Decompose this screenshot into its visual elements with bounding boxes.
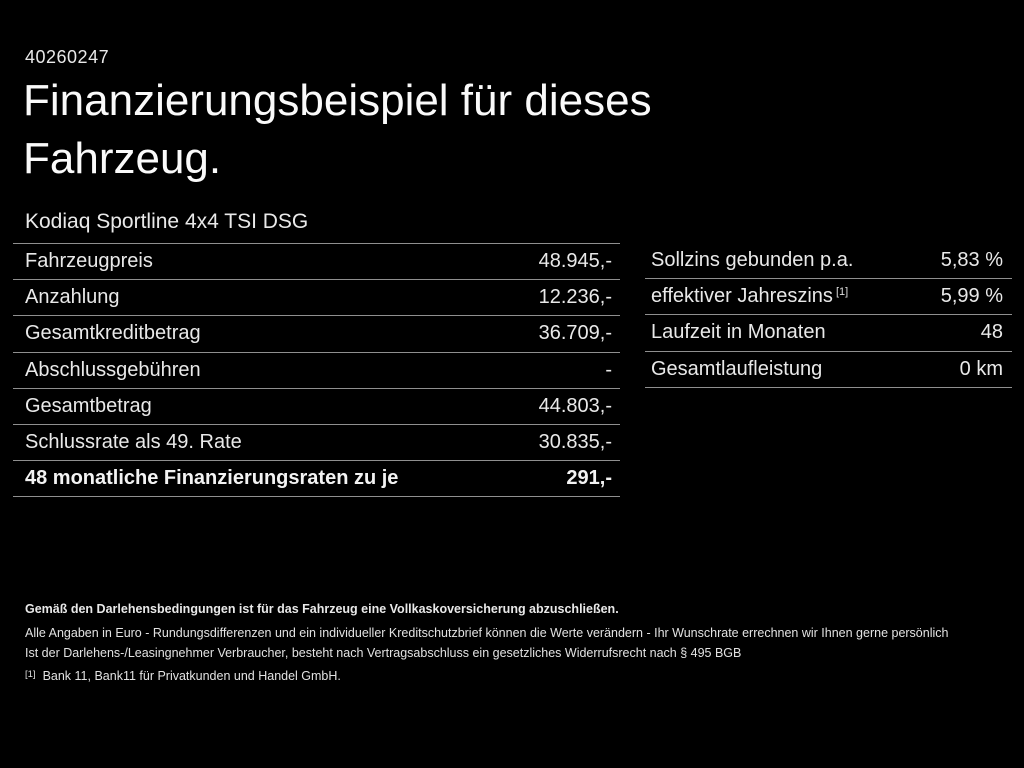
table-row: Gesamtkreditbetrag 36.709,-	[13, 316, 620, 353]
row-value: 12.236,-	[538, 286, 612, 309]
table-row-monthly-rate: 48 monatliche Finanzierungsraten zu je 2…	[13, 461, 620, 498]
row-value: 48.945,-	[538, 250, 612, 273]
row-label: Schlussrate als 49. Rate	[25, 431, 242, 454]
table-row: Abschlussgebühren -	[13, 353, 620, 389]
row-label: effektiver Jahreszins [1]	[651, 285, 848, 308]
row-value: 5,99 %	[940, 285, 1003, 308]
footnote: [1] Bank 11, Bank11 für Privatkunden und …	[25, 669, 341, 683]
disclaimer-line-1: Alle Angaben in Euro - Rundungsdifferenz…	[25, 626, 949, 640]
table-row: Fahrzeugpreis 48.945,-	[13, 244, 620, 281]
table-row: Sollzins gebunden p.a. 5,83 %	[645, 243, 1012, 280]
row-value: 36.709,-	[538, 322, 612, 345]
row-value: 48	[980, 321, 1003, 344]
table-row: effektiver Jahreszins [1] 5,99 %	[645, 279, 1012, 316]
row-label-text: effektiver Jahreszins	[651, 285, 833, 308]
row-label: Sollzins gebunden p.a.	[651, 249, 854, 272]
row-value: 44.803,-	[538, 394, 612, 417]
footnote-ref: [1]	[835, 285, 849, 298]
finance-table: Fahrzeugpreis 48.945,- Anzahlung 12.236,…	[13, 243, 620, 498]
row-label: Anzahlung	[25, 286, 120, 309]
insurance-note: Gemäß den Darlehensbedingungen ist für d…	[25, 602, 619, 616]
row-label: 48 monatliche Finanzierungsraten zu je	[25, 467, 399, 490]
table-row: Gesamtlaufleistung 0 km	[645, 352, 1012, 388]
table-row: Schlussrate als 49. Rate 30.835,-	[13, 425, 620, 462]
vehicle-model: Kodiaq Sportline 4x4 TSI DSG	[25, 210, 309, 233]
row-label: Laufzeit in Monaten	[651, 321, 826, 344]
conditions-table: Sollzins gebunden p.a. 5,83 % effektiver…	[645, 243, 1012, 388]
table-row: Gesamtbetrag 44.803,-	[13, 389, 620, 425]
footnote-marker: [1]	[25, 669, 36, 680]
footnote-text: Bank 11, Bank11 für Privatkunden und Han…	[42, 669, 341, 683]
row-label: Abschlussgebühren	[25, 358, 201, 381]
row-label: Gesamtkreditbetrag	[25, 322, 201, 345]
row-label: Fahrzeugpreis	[25, 250, 153, 273]
row-value: 5,83 %	[940, 249, 1003, 272]
table-row: Anzahlung 12.236,-	[13, 280, 620, 317]
row-value: -	[605, 358, 612, 381]
row-label: Gesamtbetrag	[25, 394, 152, 417]
row-value: 30.835,-	[538, 431, 612, 454]
row-value: 291,-	[566, 467, 612, 490]
disclaimer-line-2: Ist der Darlehens-/Leasingnehmer Verbrau…	[25, 646, 742, 660]
row-value: 0 km	[959, 357, 1003, 380]
page-title: Finanzierungsbeispiel für dieses Fahrzeu…	[23, 76, 652, 183]
row-label: Gesamtlaufleistung	[651, 357, 823, 380]
offer-id: 40260247	[25, 47, 110, 67]
table-row: Laufzeit in Monaten 48	[645, 315, 1012, 352]
